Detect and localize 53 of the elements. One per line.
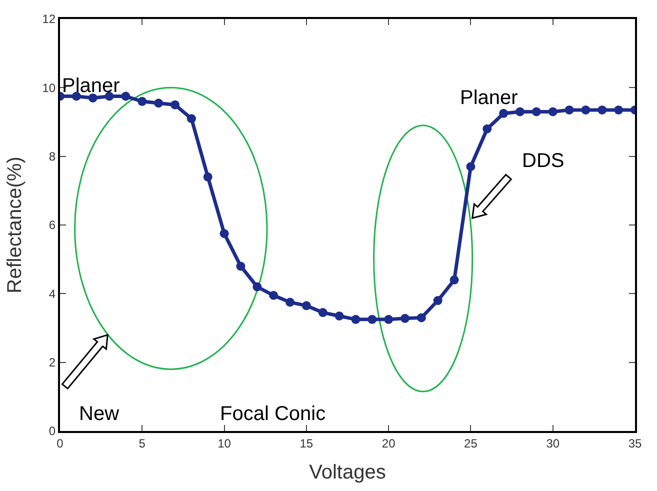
x-tick-label: 5	[138, 436, 146, 450]
x-tick-label: 25	[464, 436, 478, 450]
point	[516, 107, 524, 116]
point	[564, 105, 574, 114]
y-tick-label: 12	[42, 12, 56, 26]
x-tick-label: 10	[218, 436, 232, 450]
point	[121, 92, 130, 101]
y-tick-label: 10	[42, 80, 56, 95]
point	[499, 108, 508, 118]
x-tick-label: 20	[382, 436, 396, 450]
point	[220, 229, 229, 238]
point	[302, 301, 311, 310]
x-axis-title: Voltages	[309, 461, 386, 484]
annotation: New	[79, 403, 120, 425]
point	[450, 275, 459, 284]
point	[433, 296, 442, 306]
point	[368, 314, 377, 324]
point	[170, 100, 180, 110]
point	[548, 107, 558, 116]
point	[416, 313, 426, 322]
y-tick-label: 4	[48, 286, 56, 301]
point	[236, 262, 246, 271]
point	[269, 290, 278, 300]
annotation: Focal Conic	[220, 403, 326, 425]
y-tick-label: 2	[48, 356, 56, 370]
y-tick-label: 8	[48, 150, 56, 164]
point	[351, 314, 360, 324]
point	[186, 114, 196, 124]
point	[88, 93, 98, 102]
y-axis-title: Reflectance(%)	[4, 156, 26, 294]
annotation: Planer	[62, 75, 120, 97]
x-tick-label: 35	[628, 436, 642, 450]
annotation: DDS	[522, 150, 564, 172]
y-tick-label: 6	[48, 218, 56, 232]
point	[482, 124, 492, 134]
point	[154, 98, 164, 108]
point	[286, 298, 294, 307]
point	[138, 96, 147, 106]
point	[532, 107, 541, 116]
annotation: Planer	[460, 87, 518, 109]
point	[318, 308, 328, 318]
point	[614, 105, 624, 114]
point	[384, 314, 394, 324]
x-tick-label: 30	[546, 436, 560, 450]
point	[252, 282, 262, 292]
y-tick-label: 0	[48, 424, 56, 438]
point	[334, 311, 344, 320]
point	[598, 105, 607, 114]
x-tick-label: 15	[300, 436, 314, 450]
point	[581, 105, 590, 114]
point	[400, 314, 410, 323]
point	[466, 162, 476, 172]
point	[203, 172, 212, 182]
